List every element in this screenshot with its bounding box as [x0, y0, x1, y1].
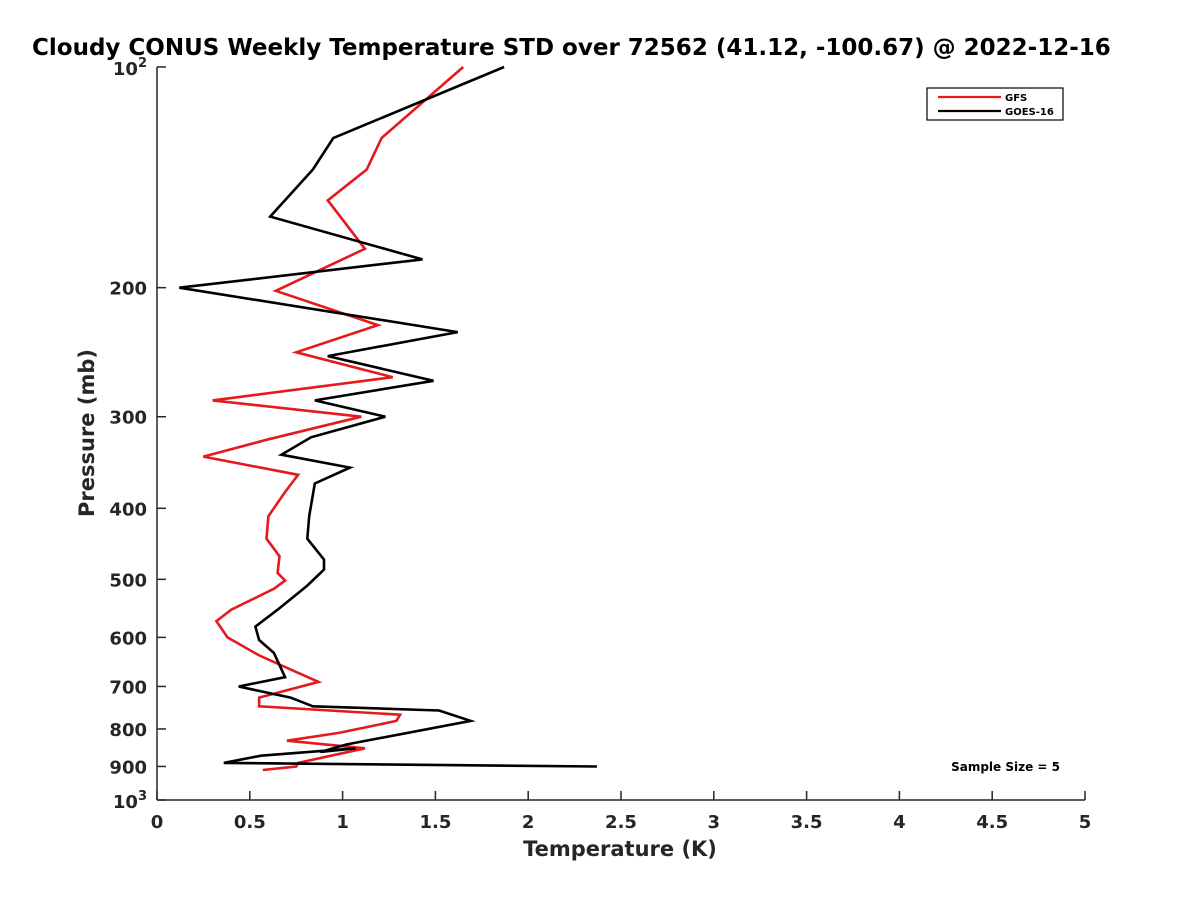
x-tick-label: 1.5 — [419, 812, 451, 833]
y-tick-label: 400 — [109, 499, 147, 520]
x-axis-label: Temperature (K) — [523, 837, 717, 861]
series-layer — [179, 65, 597, 772]
axes: 0 0.5 1 1.5 2 2.5 3 3.5 4 4.5 5 102 200 300 400 500 600 7… — [109, 56, 1091, 833]
y-tick-label: 900 — [109, 757, 147, 778]
x-tick-label: 1 — [336, 812, 349, 833]
y-axis-label: Pressure (mb) — [75, 349, 99, 517]
x-tick-label: 2.5 — [605, 812, 637, 833]
legend-box — [926, 87, 1064, 121]
y-tick-label: 600 — [109, 628, 147, 649]
x-tick-label: 3.5 — [791, 812, 823, 833]
y-tick-label: 200 — [109, 279, 147, 300]
x-tick-label: 3 — [708, 812, 721, 833]
legend: GFS GOES-16 — [926, 87, 1064, 121]
sample-size-annotation: Sample Size = 5 — [951, 760, 1060, 774]
series-line-goes16 — [179, 65, 597, 768]
legend-label-goes16: GOES-16 — [1005, 107, 1054, 118]
x-tick-label: 5 — [1079, 812, 1092, 833]
y-tick-label: 300 — [109, 408, 147, 429]
y-tick-label: 700 — [109, 677, 147, 698]
x-tick-label: 4 — [893, 812, 906, 833]
x-tick-label: 0 — [151, 812, 164, 833]
y-tick-label: 500 — [109, 570, 147, 591]
x-tick-label: 4.5 — [976, 812, 1008, 833]
x-tick-label: 2 — [522, 812, 535, 833]
chart-title: Cloudy CONUS Weekly Temperature STD over… — [32, 35, 1111, 61]
series-line-gfs — [203, 66, 465, 772]
y-tick-label: 103 — [113, 789, 147, 813]
y-tick-label: 800 — [109, 720, 147, 741]
x-tick-label: 0.5 — [234, 812, 266, 833]
y-tick-label: 102 — [113, 56, 147, 80]
legend-label-gfs: GFS — [1005, 93, 1027, 104]
